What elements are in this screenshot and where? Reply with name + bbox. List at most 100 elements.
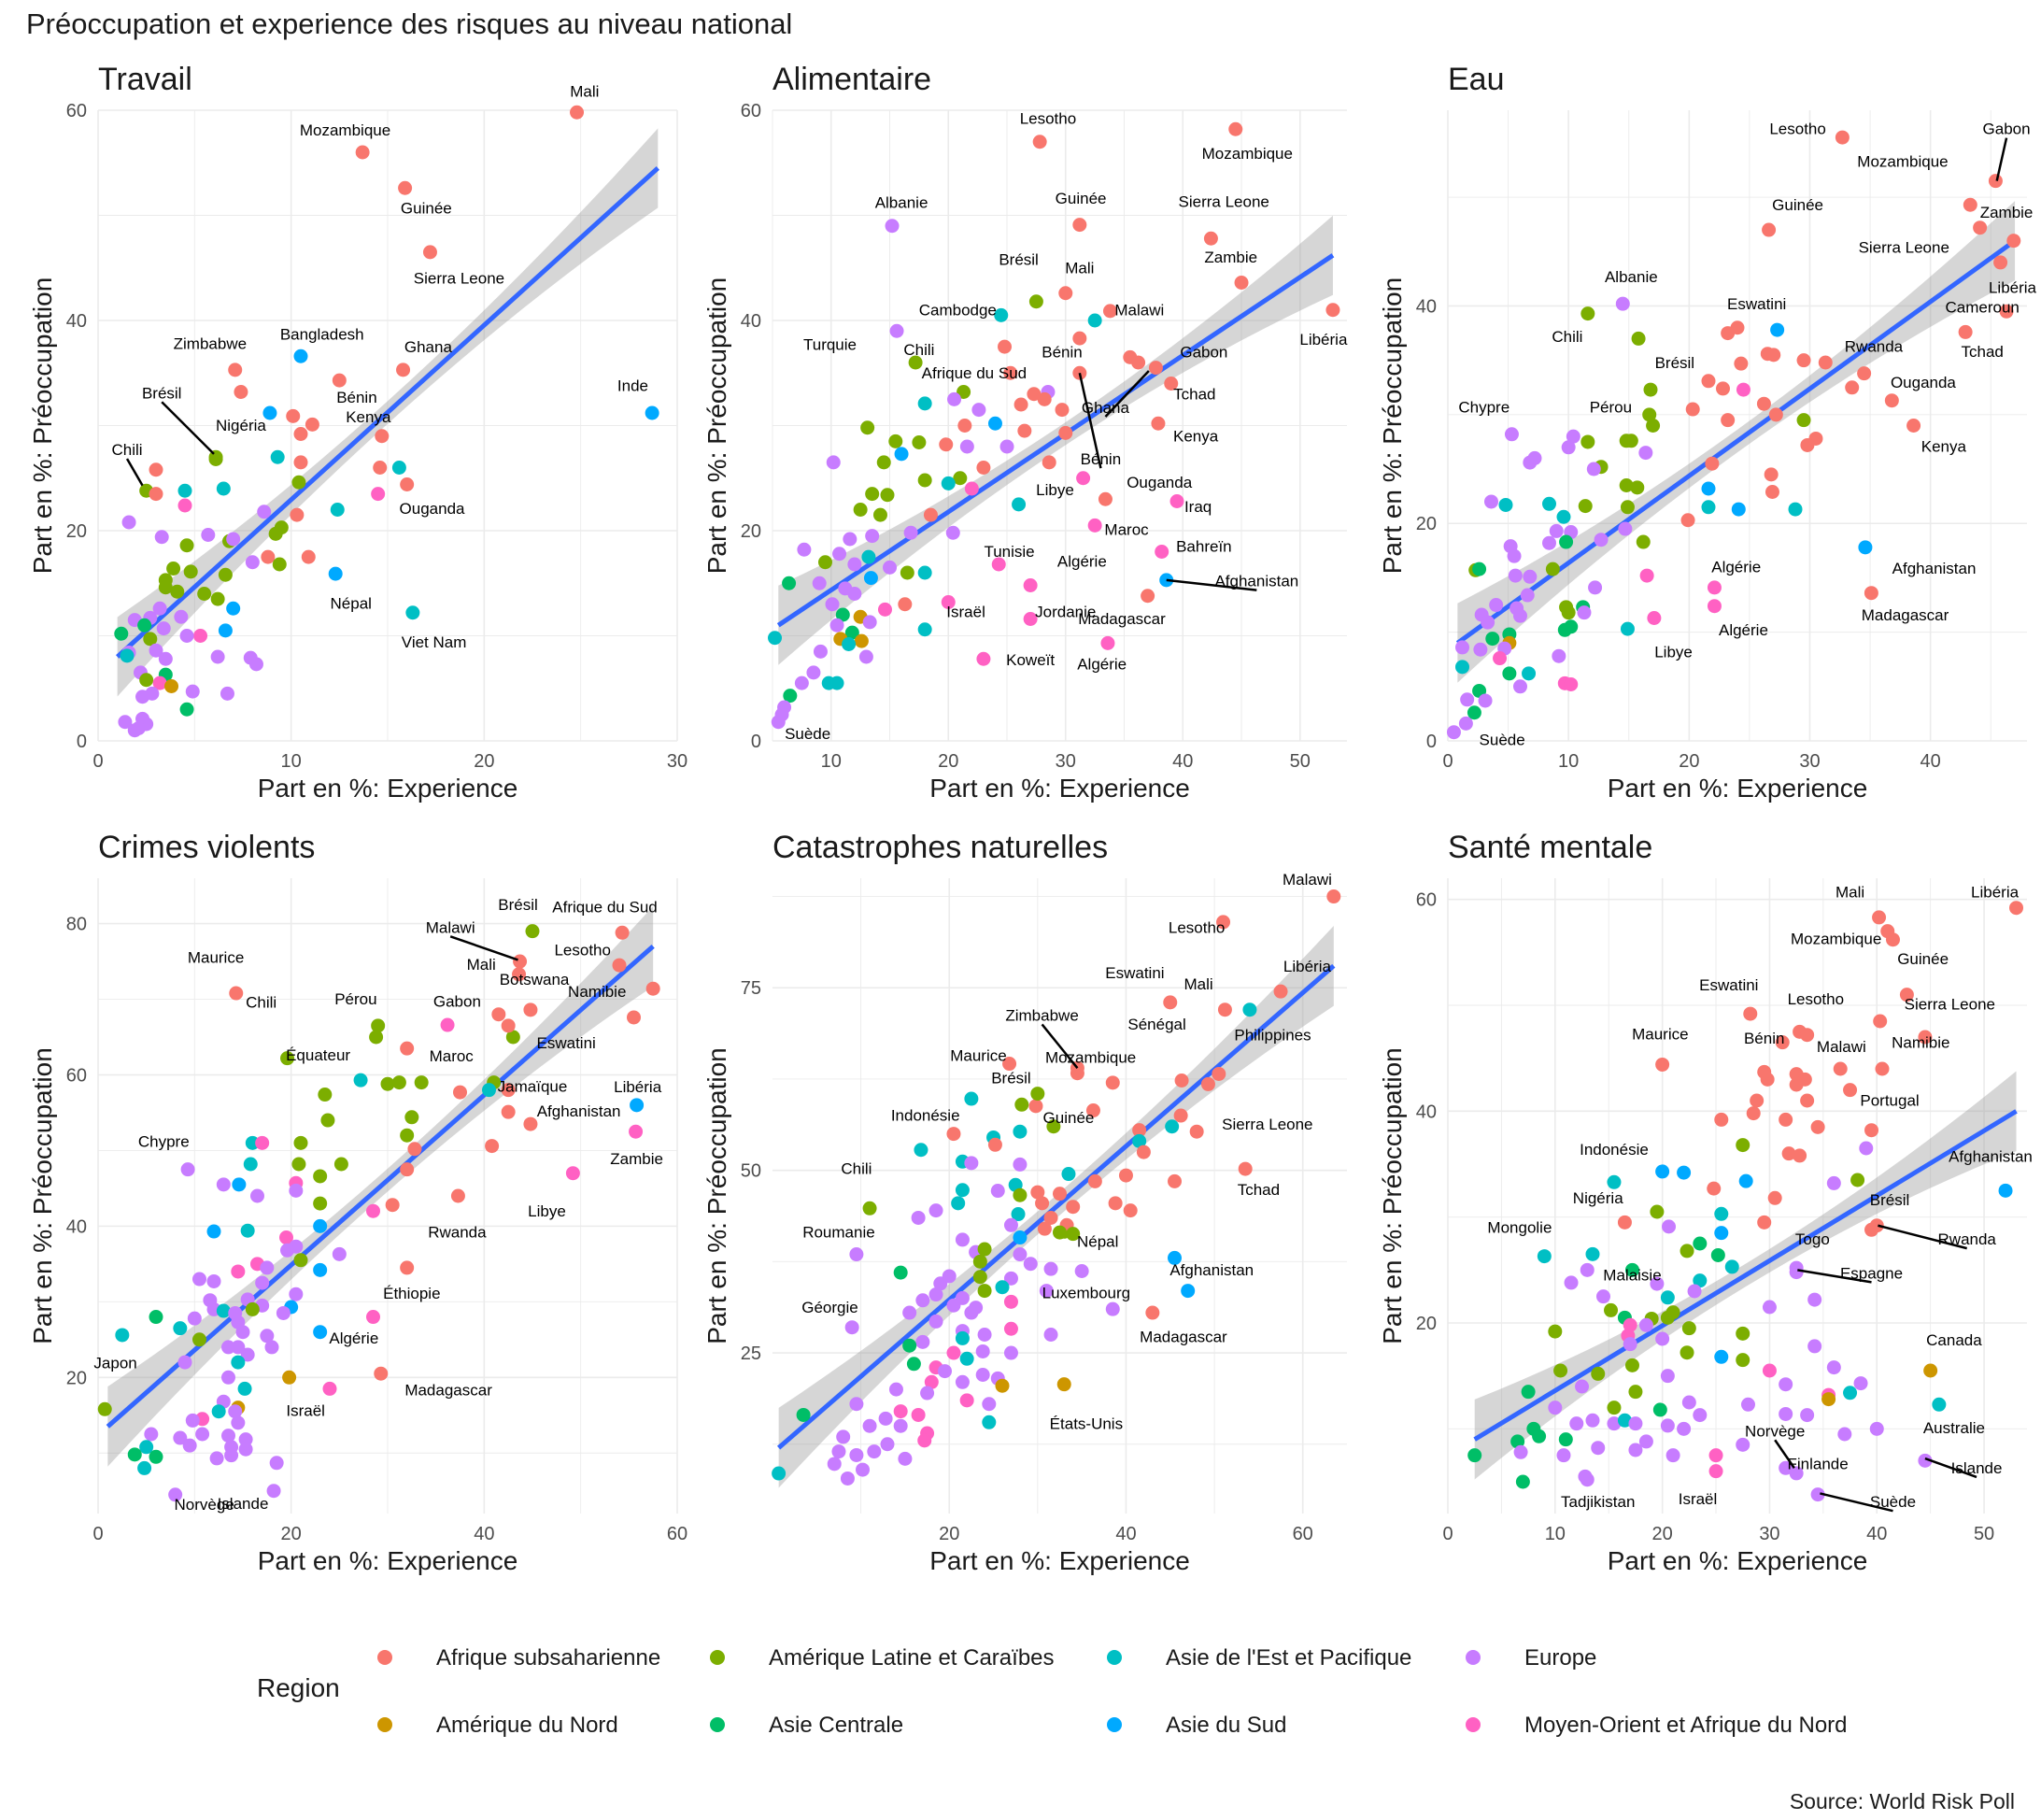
data-point [1141,589,1155,604]
data-point [1087,518,1102,533]
data-point [1736,1353,1750,1368]
point-label: Viet Nam [402,633,467,651]
data-point [400,1041,415,1056]
point-label: Pérou [1590,399,1632,417]
data-point [240,1223,255,1238]
point-label: Eswatini [1699,976,1758,994]
data-point [1762,1300,1777,1315]
data-point [1781,1146,1796,1161]
data-point [1061,1167,1076,1182]
data-point [917,622,932,637]
data-point [1736,1437,1750,1452]
data-point [914,1143,928,1158]
data-point [179,629,194,643]
data-point [404,1110,419,1125]
data-point [180,1162,195,1177]
data-point [971,403,986,418]
data-point [1835,130,1850,145]
data-point [1028,1099,1043,1114]
data-point [1650,1204,1665,1219]
data-point [840,1471,855,1486]
point-label: Mozambique [1791,930,1881,947]
y-tick-label: 20 [1416,514,1437,534]
data-point [1619,478,1634,493]
regression-line [776,253,1335,628]
legend-swatch [377,1650,392,1665]
point-label: Bahreïn [1176,538,1232,556]
data-point [847,587,862,601]
regression-line [106,944,655,1429]
x-tick-label: 0 [92,751,103,772]
data-point [987,416,1002,431]
point-label: Éthiopie [383,1285,440,1302]
data-point [1522,666,1537,681]
data-point [627,1010,641,1025]
data-point [1617,1413,1632,1428]
point-label: Namibie [1892,1033,1949,1051]
data-point [957,419,972,433]
data-point [1513,679,1527,694]
data-point [1074,1264,1089,1279]
data-point [1680,513,1695,528]
data-point [1014,1097,1029,1112]
data-point [118,715,133,730]
data-point [941,476,956,491]
data-point [1580,1262,1595,1277]
point-label: Gabon [1180,343,1227,361]
point-label: Lesotho [1020,110,1077,128]
x-tick-label: 0 [1442,1524,1453,1544]
data-point [261,549,276,564]
data-point [629,1124,644,1139]
point-label: Mozambique [1202,145,1293,163]
data-point [995,1280,1010,1295]
data-point [2006,234,2021,249]
data-point [1617,1215,1632,1230]
data-point [998,339,1013,354]
data-point [1039,1284,1054,1299]
data-point [1998,1183,2013,1198]
data-point [1131,355,1146,370]
point-label: Maurice [1632,1025,1688,1043]
data-point [1023,612,1038,626]
data-point [2009,901,2024,916]
x-tick-label: 40 [1866,1524,1887,1544]
x-tick-label: 20 [939,1524,959,1544]
label-leader-line [1104,370,1150,418]
point-label: Libéria [1971,883,2020,901]
x-tick-label: 20 [1679,751,1699,772]
data-point [318,1088,333,1102]
data-point [1918,1030,1933,1045]
data-point [1615,296,1630,311]
data-point [877,602,892,617]
legend-label: Amérique Latine et Caraïbes [769,1645,1055,1671]
data-point [1789,1466,1804,1481]
data-point [371,1018,386,1033]
data-point [216,1303,231,1318]
data-point [1173,1108,1188,1123]
data-point [152,601,167,616]
data-point [1148,361,1163,376]
point-label: Rwanda [1845,337,1904,355]
point-label: Madagascar [1140,1328,1227,1345]
point-label: Chili [1552,328,1582,346]
label-leader-line [1995,137,2008,181]
point-label: Malaisie [1603,1267,1661,1285]
data-point [1058,425,1073,440]
data-point [453,1085,467,1100]
data-point [829,675,844,690]
point-label: Guinée [401,199,452,217]
point-label: Madagascar [1862,606,1949,624]
y-axis-label: Part en %: Préoccupation [28,277,57,575]
legend-swatch [710,1650,725,1665]
point-label: Malawi [1283,871,1332,889]
data-point [1807,1339,1822,1354]
data-point [373,461,388,475]
data-point [1857,366,1872,381]
point-label: Ouganda [400,500,465,518]
data-point [982,1415,997,1429]
data-point [1800,1408,1815,1423]
point-label: Ouganda [1127,474,1192,491]
data-point [570,105,585,120]
data-point [485,1139,500,1154]
data-point [849,1447,864,1462]
